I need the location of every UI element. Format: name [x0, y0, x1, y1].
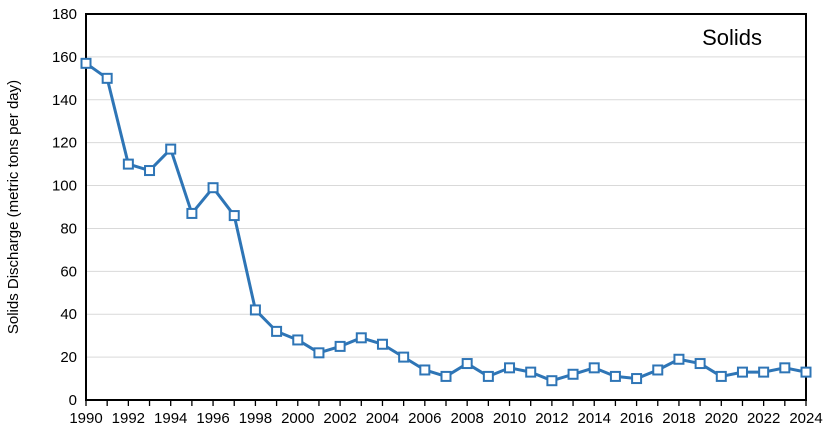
data-point-1997: [228, 210, 240, 222]
data-point-2019: [694, 358, 706, 370]
data-point-2016: [631, 373, 643, 385]
data-point-2003: [355, 332, 367, 344]
x-tick-label: 2022: [747, 410, 780, 427]
x-axis: 1990 1992 1994 1996 1998 2000 2002 2004 2006 2008…: [69, 400, 823, 427]
y-tick-label: 140: [52, 92, 77, 109]
x-tick-label: 2012: [535, 410, 568, 427]
chart-title: Solids: [702, 25, 762, 50]
data-point-1994: [165, 143, 177, 155]
data-point-2007: [440, 370, 452, 382]
data-point-2014: [588, 362, 600, 374]
data-point-1998: [249, 304, 261, 316]
data-point-2021: [736, 366, 748, 378]
data-point-2015: [609, 370, 621, 382]
y-tick-label: 120: [52, 135, 77, 152]
x-tick-label: 2006: [408, 410, 441, 427]
data-point-2001: [313, 347, 325, 359]
x-tick-label: 2016: [620, 410, 653, 427]
data-point-2002: [334, 340, 346, 352]
x-tick-label: 1990: [69, 410, 102, 427]
gridlines: [86, 56, 806, 358]
y-tick-label: 80: [60, 220, 77, 237]
data-point-1999: [271, 325, 283, 337]
data-series: [80, 57, 812, 387]
plot-border: [85, 13, 807, 401]
y-tick-label: 60: [60, 263, 77, 280]
x-tick-label: 2020: [705, 410, 738, 427]
x-tick-label: 1992: [112, 410, 145, 427]
x-tick-label: 2010: [493, 410, 526, 427]
x-tick-label: 2018: [662, 410, 695, 427]
y-tick-label: 0: [69, 392, 77, 409]
y-tick-label: 180: [52, 6, 77, 23]
x-tick-label: 1998: [239, 410, 272, 427]
x-tick-label: 1994: [154, 410, 187, 427]
data-point-2004: [376, 338, 388, 350]
data-point-2013: [567, 368, 579, 380]
data-point-2012: [546, 375, 558, 387]
data-point-2005: [398, 351, 410, 363]
y-axis-title: Solids Discharge (metric tons per day): [5, 80, 22, 334]
data-point-1992: [122, 158, 134, 170]
data-point-2023: [779, 362, 791, 374]
data-point-2020: [715, 370, 727, 382]
series-line: [84, 61, 808, 383]
data-point-1991: [101, 72, 113, 84]
data-point-2010: [504, 362, 516, 374]
data-point-1990: [80, 57, 92, 69]
x-tick-label: 2004: [366, 410, 399, 427]
data-point-2018: [673, 353, 685, 365]
x-tick-label: 2024: [789, 410, 822, 427]
data-point-2022: [758, 366, 770, 378]
data-point-1995: [186, 207, 198, 219]
data-point-2011: [525, 366, 537, 378]
x-tick-label: 2014: [578, 410, 611, 427]
data-point-2009: [482, 370, 494, 382]
data-point-1993: [144, 165, 156, 177]
y-tick-label: 20: [60, 349, 77, 366]
data-point-1996: [207, 182, 219, 194]
x-tick-label: 2000: [281, 410, 314, 427]
x-tick-label: 2002: [323, 410, 356, 427]
y-tick-label: 100: [52, 178, 77, 195]
data-point-2000: [292, 334, 304, 346]
data-point-2024: [800, 366, 812, 378]
y-axis-tick-labels: 0 20 40 60 80 100 120 140 160 180: [52, 6, 77, 409]
data-point-2008: [461, 358, 473, 370]
x-tick-label: 2008: [450, 410, 483, 427]
plot-frame: [85, 13, 807, 401]
x-tick-label: 1996: [196, 410, 229, 427]
y-tick-label: 160: [52, 49, 77, 66]
y-tick-label: 40: [60, 306, 77, 323]
data-point-2006: [419, 364, 431, 376]
data-point-2017: [652, 364, 664, 376]
